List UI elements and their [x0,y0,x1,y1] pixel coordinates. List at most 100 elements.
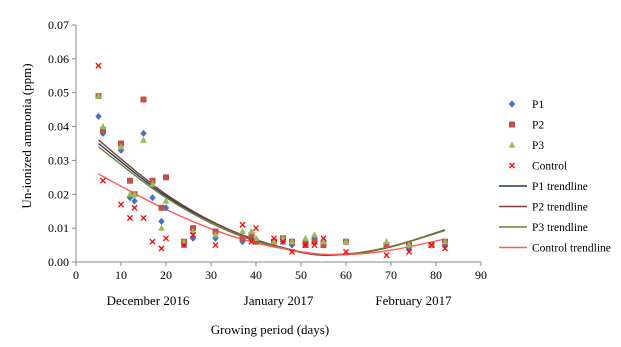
data-point-p3 [342,238,350,245]
data-point-p1 [95,112,102,121]
legend-label: P3 [532,140,544,152]
data-point-p3 [99,122,107,130]
data-point-control [239,221,246,228]
data-point-control [270,235,278,242]
x-tick-label: 0 [73,268,79,282]
data-point-p3 [405,241,413,248]
month-label: February 2017 [375,293,452,308]
trendline-3 [98,146,446,256]
data-point-p3 [441,238,449,245]
data-point-control [441,245,449,252]
legend-label: P3 trendline [532,222,588,234]
data-point-p3 [149,180,156,187]
data-point-control [342,248,350,255]
data-point-p3 [302,234,309,241]
data-point-p1 [126,194,134,202]
data-point-control [252,225,260,232]
month-label: January 2017 [244,293,314,308]
x-tick-label: 70 [385,268,397,282]
data-point-control [126,214,134,222]
data-point-p3 [131,190,138,197]
data-point-control [248,238,255,245]
plot-area: 0.00 0.01 0.02 0.03 0.04 0.05 0.06 0.07 0 10 20 30 4… [48,18,487,308]
data-point-p2 [253,238,259,245]
x-tick-label: 90 [475,268,487,282]
y-tick-label: 0.04 [48,120,69,134]
legend-marker [508,100,516,108]
data-point-p2 [383,242,390,249]
data-point-p1 [189,234,197,242]
data-point-p1 [149,194,156,202]
data-point-p3 [270,238,278,245]
data-point-p2 [320,242,327,249]
data-point-p1 [162,204,170,212]
data-point-p3 [239,227,246,235]
y-tick-label: 0.01 [48,221,69,235]
data-point-p2 [158,204,165,211]
data-point-p3 [162,197,170,204]
y-tick-label: 0.06 [48,52,69,66]
y-tick-label: 0.03 [48,153,69,167]
legend-marker [509,121,515,128]
legend-label: P1 trendline [532,181,588,193]
data-point-p3 [383,238,390,245]
data-point-p1 [131,197,138,205]
data-point-control [320,235,327,242]
data-point-control [311,242,318,249]
x-tick-label: 30 [205,268,217,282]
legend-label: Control trendline [532,243,611,255]
y-axis-title: Un-ionized ammonia (ppm) [19,63,34,208]
data-point-control [99,177,107,184]
data-point-p3 [212,231,219,238]
data-point-p2 [239,235,246,242]
data-point-p1 [158,217,165,225]
x-tick-label: 50 [295,268,307,282]
data-point-p2 [127,177,133,184]
data-point-control [131,204,138,211]
x-axis-title: Growing period (days) [211,322,329,337]
trendline-1 [98,142,446,256]
data-point-control [212,242,219,249]
legend-label: P2 [532,120,544,132]
x-tick-label: 60 [340,268,352,282]
data-point-control [95,62,102,69]
legend-label: P1 [532,99,544,111]
data-point-control [140,214,147,222]
data-point-control [158,245,165,252]
data-point-p1 [212,234,219,242]
y-tick-label: 0.00 [48,255,69,269]
x-tick-label: 20 [160,268,172,282]
legend-label: P2 trendline [532,202,588,214]
data-point-p3 [140,136,147,143]
data-point-p1 [239,238,246,246]
legend-label: Control [532,161,567,173]
legend: P1 P2 P3 Control P1 trendline P2 trendline P3 … [499,99,611,255]
data-point-p3 [320,238,327,245]
data-point-control [189,231,197,238]
y-tick-label: 0.07 [48,18,69,32]
data-point-p1 [140,129,147,137]
x-tick-label: 40 [250,268,262,282]
data-point-p3 [311,231,318,238]
data-point-p3 [158,224,165,231]
data-point-control [288,248,296,255]
data-point-control [180,242,188,249]
y-tick-label: 0.05 [48,86,69,100]
data-point-p3 [126,190,134,197]
data-point-p2 [163,174,169,181]
data-point-control [428,242,435,249]
data-point-p2 [100,126,106,133]
data-point-p3 [95,92,102,99]
data-point-control [162,235,170,242]
data-point-control [117,201,125,208]
data-point-control [405,248,413,255]
data-point-control [149,238,156,245]
data-point-control [279,238,287,245]
data-point-p2 [248,231,255,238]
data-point-control [383,252,390,259]
x-tick-label: 10 [115,268,127,282]
data-point-p3 [117,143,125,150]
legend-marker [508,162,516,169]
data-point-p2 [140,96,147,103]
